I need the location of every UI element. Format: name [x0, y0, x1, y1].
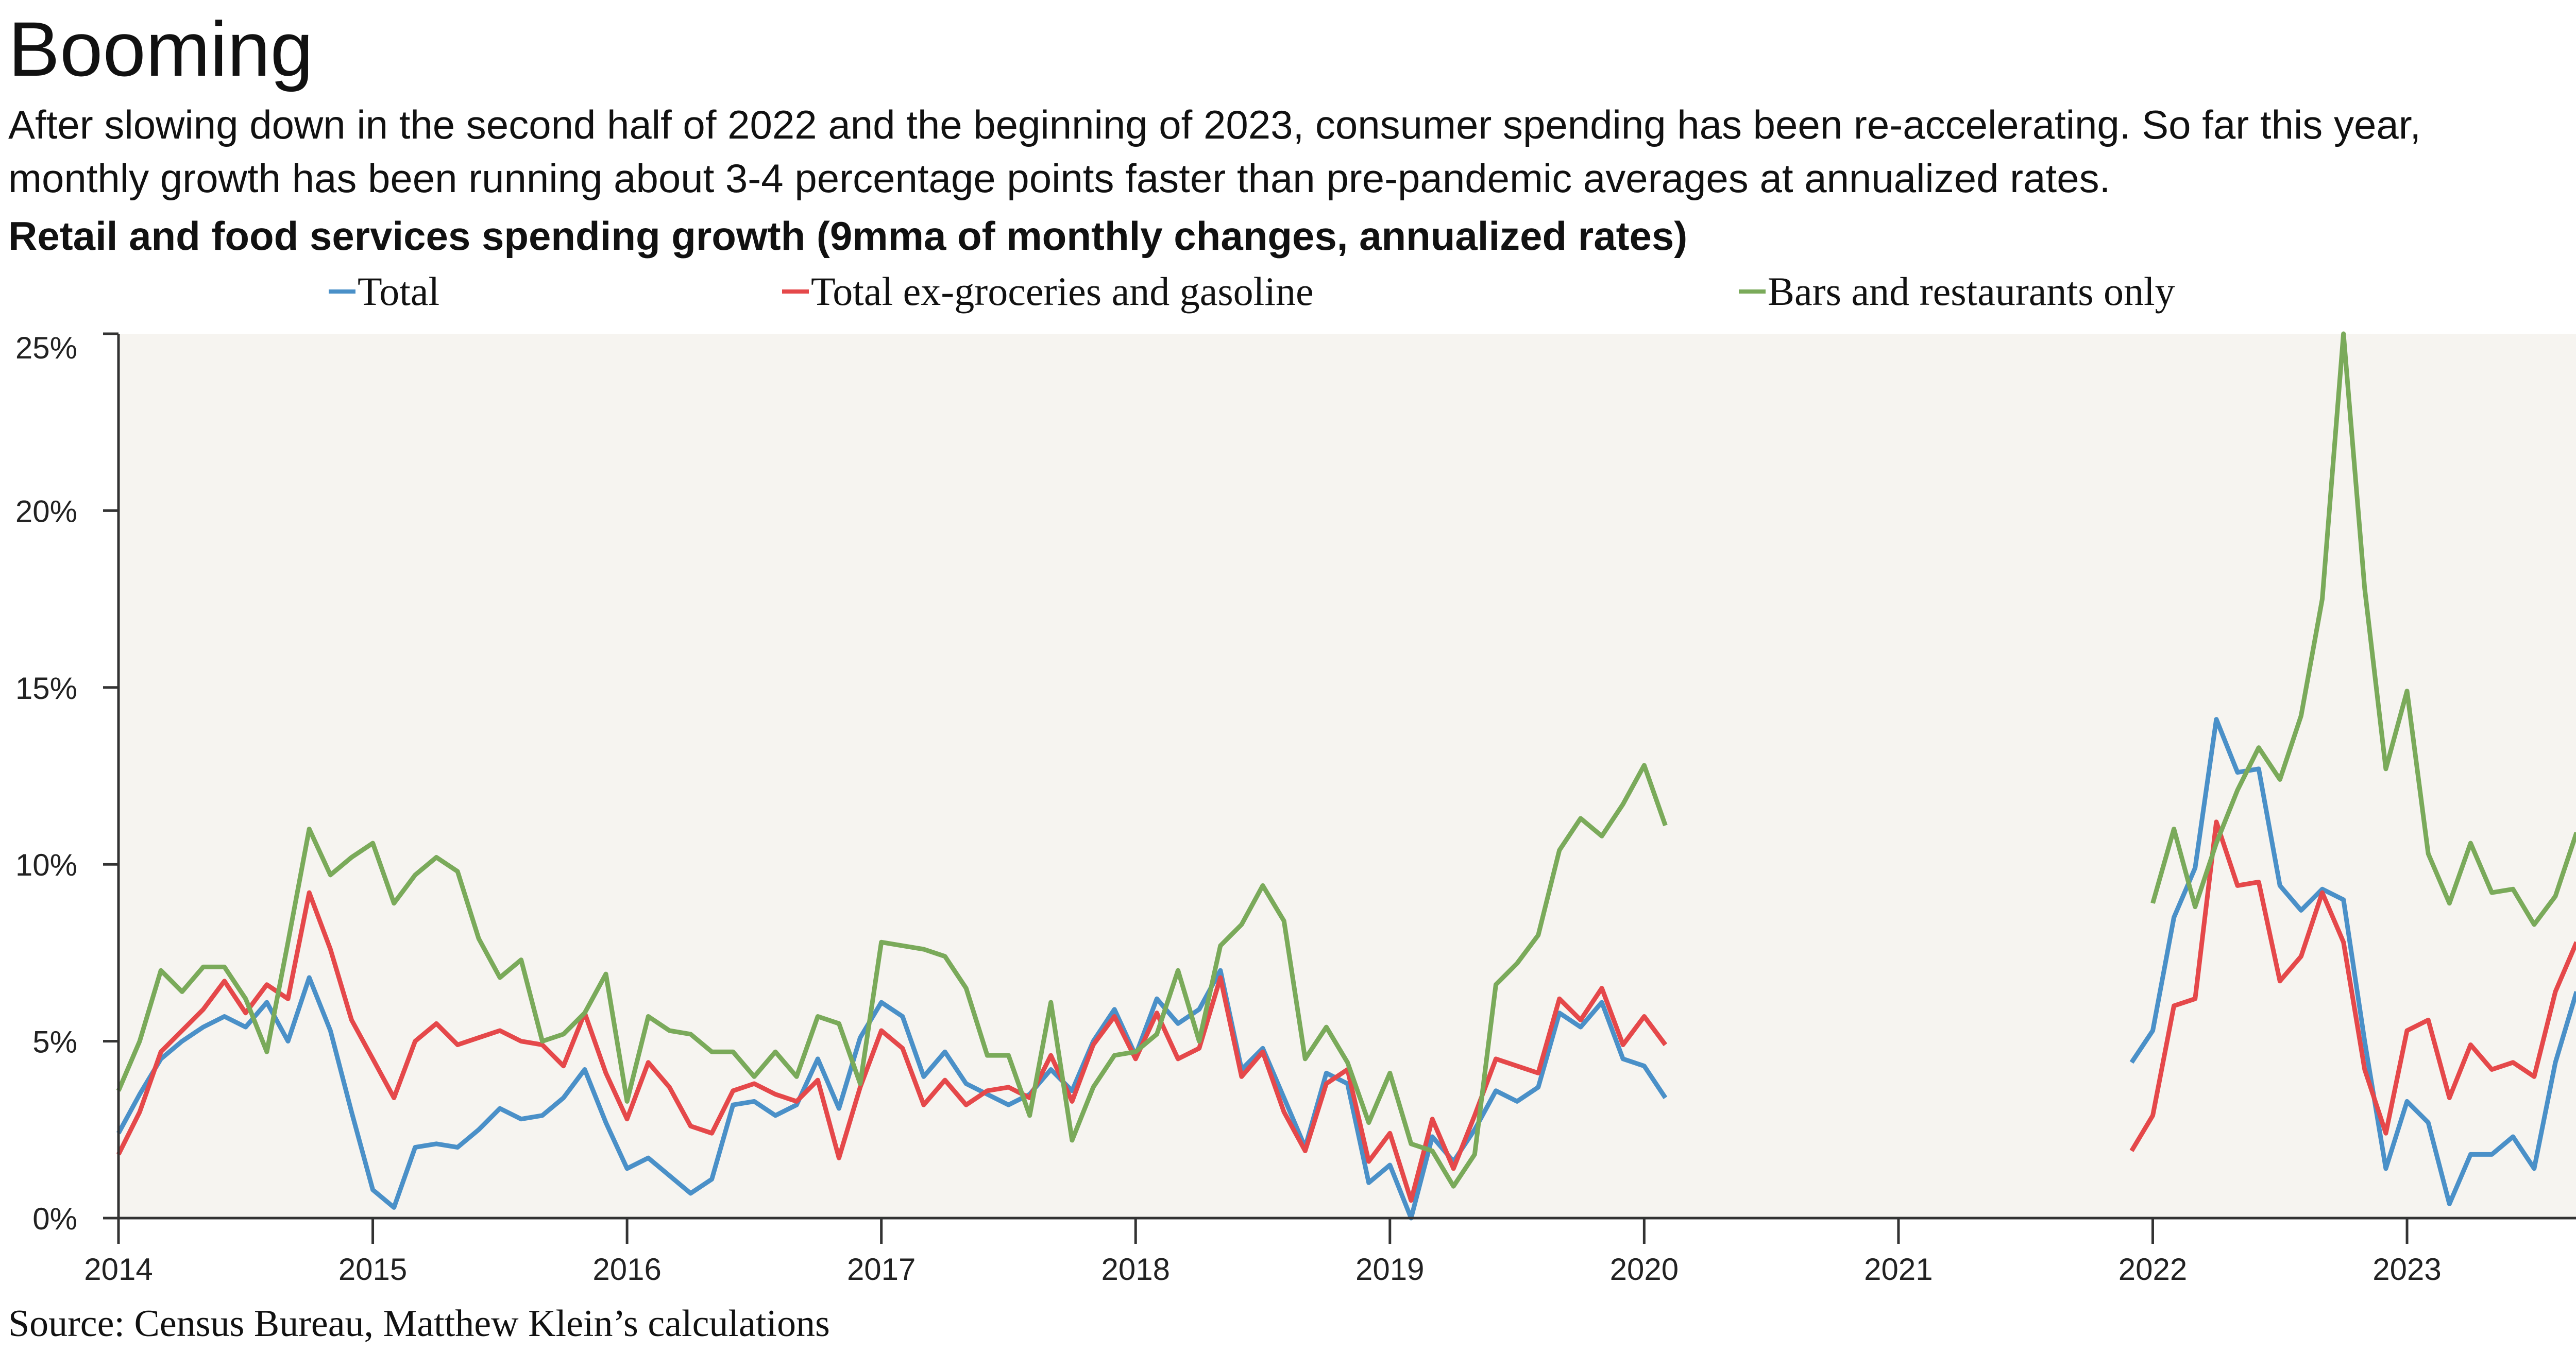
series-line-bars-and-restaurants-only-1 [116, 763, 1668, 1189]
x-tick-label: 2022 [2119, 1252, 2187, 1287]
legend-label-bars-restaurants: Bars and restaurants only [1768, 269, 2175, 314]
x-tick-label: 2019 [1355, 1252, 1424, 1287]
y-tick-label: 25% [15, 331, 77, 365]
axes: 0% 5% 10% 15% 20% 25% 2014 2015 2016 2017 2018 2019… [15, 331, 2576, 1287]
legend-item-ex-groceries: Total ex-groceries and gasoline [782, 265, 1314, 318]
legend-label-total: Total [358, 269, 440, 314]
legend-swatch-bars-restaurants [1739, 289, 1766, 294]
x-tick-label: 2021 [1864, 1252, 1933, 1287]
chart-title: Retail and food services spending growth… [8, 213, 1688, 259]
x-tick-label: 2018 [1101, 1252, 1170, 1287]
x-tick-label: 2020 [1610, 1252, 1679, 1287]
x-tick-label: 2014 [84, 1252, 152, 1287]
legend-swatch-ex-groceries [782, 289, 809, 294]
legend-label-ex-groceries: Total ex-groceries and gasoline [811, 269, 1314, 314]
series-lines [116, 331, 2576, 1221]
series-line-total-2 [2129, 717, 2576, 1206]
page-title: Booming [8, 6, 314, 92]
x-tick-label: 2023 [2372, 1252, 2441, 1287]
y-tick-label: 15% [15, 671, 77, 706]
legend-item-total: Total [329, 265, 439, 318]
y-tick-label: 0% [32, 1202, 77, 1236]
legend: Total Total ex-groceries and gasoline Ba… [8, 265, 2569, 318]
subtitle: After slowing down in the second half of… [8, 102, 2421, 201]
legend-item-bars-restaurants: Bars and restaurants only [1739, 265, 2175, 318]
y-tick-label: 10% [15, 848, 77, 882]
y-tick-label: 5% [32, 1025, 77, 1059]
series-line-total-1 [116, 968, 1668, 1221]
series-line-bars-and-restaurants-only-2 [2150, 331, 2576, 927]
header: Booming After slowing down in the second… [0, 0, 2576, 318]
legend-swatch-total [329, 289, 355, 294]
y-tick-label: 20% [15, 494, 77, 528]
x-tick-label: 2016 [592, 1252, 661, 1287]
x-tick-label: 2017 [847, 1252, 916, 1287]
source-note: Source: Census Bureau, Matthew Klein’s c… [8, 1303, 830, 1345]
series-line-total-ex-groceries-and-gasoline-2 [2129, 819, 2576, 1152]
line-chart: 0% 5% 10% 15% 20% 25% 2014 2015 2016 2017 2018 2019… [15, 331, 2576, 1287]
x-tick-label: 2015 [338, 1252, 407, 1287]
series-line-total-ex-groceries-and-gasoline-1 [116, 890, 1668, 1203]
